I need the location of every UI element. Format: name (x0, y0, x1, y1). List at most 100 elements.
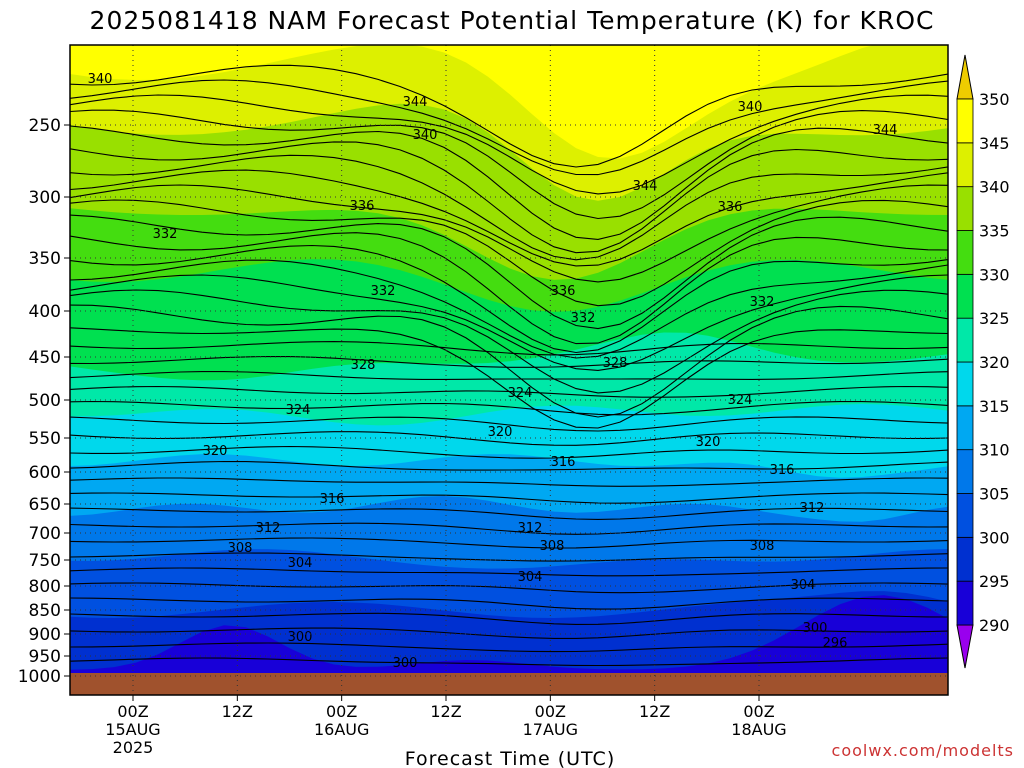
contour-line (70, 567, 948, 577)
contour-line (70, 214, 948, 330)
contour-line (70, 537, 948, 549)
contour-line (70, 141, 948, 254)
contour-label: 312 (518, 521, 543, 536)
colorbar-tick-label: 335 (979, 222, 1010, 241)
colorbar-tick-label: 330 (979, 265, 1010, 284)
colorbar-swatch (956, 580, 974, 626)
contour-line (70, 385, 948, 398)
contour-label: 304 (791, 578, 816, 593)
colorbar-tick-label: 300 (979, 528, 1010, 547)
contour-line (70, 244, 948, 354)
x-tick-label: 12Z (222, 702, 253, 721)
x-tick-label: 17AUG (523, 720, 578, 739)
contour-line (70, 109, 948, 220)
x-tick-label: 12Z (430, 702, 461, 721)
y-tick-label: 550 (29, 429, 61, 449)
contour-line (70, 184, 948, 283)
y-tick-label: 750 (29, 551, 61, 571)
colorbar-swatch (956, 98, 974, 144)
colorbar-tick-label: 315 (979, 397, 1010, 416)
color-band-11 (70, 595, 948, 695)
x-tick-label: 00Z (117, 702, 148, 721)
contour-line (70, 460, 948, 471)
colorbar-swatch (956, 449, 974, 494)
contour-line (70, 657, 948, 667)
contour-label: 336 (551, 284, 576, 299)
colorbar-tick-label: 325 (979, 309, 1010, 328)
contour-line (70, 582, 948, 594)
contour-label: 316 (320, 492, 345, 507)
contour-line (70, 79, 948, 176)
contour-line (70, 327, 948, 429)
contour-line (70, 355, 948, 368)
colorbar-swatch (956, 317, 974, 363)
colorbar-tick-label: 290 (979, 616, 1010, 635)
contour-line (70, 154, 948, 261)
colorbar-tick-label: 305 (979, 485, 1010, 504)
x-tick-label: 15AUG (105, 720, 160, 739)
contour-line (70, 64, 948, 168)
contour-line (70, 597, 948, 610)
x-tick-label: 16AUG (314, 720, 369, 739)
contour-line (70, 199, 948, 307)
colorbar-swatch (956, 361, 974, 407)
contour-line (70, 259, 948, 359)
y-tick-label: 700 (29, 524, 61, 544)
colorbar-tick-label: 295 (979, 572, 1010, 591)
contour-label: 340 (88, 72, 113, 87)
credit-text: coolwx.com/modelts (832, 741, 1014, 760)
contour-line (70, 371, 948, 380)
plot-area: 340 344 340 344 340 344 336 336 332 332 336 332 332 3… (70, 45, 948, 695)
y-tick-label: 900 (29, 625, 61, 645)
y-tick-label: 1000 (18, 667, 61, 687)
y-tick-label: 400 (29, 302, 61, 322)
y-tick-label: 950 (29, 647, 61, 667)
colorbar-arrow-high (956, 54, 974, 100)
x-tick-label: 18AUG (731, 720, 786, 739)
colorbar-swatch (956, 230, 974, 275)
contour-line (70, 94, 948, 195)
contour-line (70, 431, 948, 446)
y-tick-label: 300 (29, 188, 61, 208)
contour-label: 324 (508, 386, 533, 401)
colorbar: 290 295 300 305 310 315 320 325 330 335 340 345 350 (956, 54, 1010, 669)
contour-label: 328 (603, 356, 628, 371)
y-tick-label: 250 (29, 116, 61, 136)
colorbar-tick-label: 320 (979, 353, 1010, 372)
contour-line (70, 400, 948, 416)
contour-label: 296 (823, 636, 848, 651)
y-tick-label: 350 (29, 249, 61, 269)
contour-line (70, 304, 948, 418)
contour-line (70, 125, 948, 240)
contour-label: 300 (803, 621, 828, 636)
x-tick-label: 2025 (113, 738, 154, 757)
contour-line (70, 492, 948, 504)
contour-label: 324 (286, 403, 311, 418)
contour-label: 344 (633, 179, 658, 194)
contour-label: 340 (738, 100, 763, 115)
contour-label: 308 (228, 541, 253, 556)
x-axis-label: Forecast Time (UTC) (405, 748, 615, 768)
contour-label: 308 (540, 539, 565, 554)
plot-frame (69, 44, 949, 696)
contour-line (70, 612, 948, 625)
y-tick-label: 800 (29, 577, 61, 597)
contour-label: 316 (551, 455, 576, 470)
contour-label: 304 (518, 570, 543, 585)
y-tick-label: 500 (29, 391, 61, 411)
contour-label: 320 (696, 435, 721, 450)
contour-label: 332 (750, 295, 775, 310)
contour-label: 340 (413, 128, 438, 143)
contour-label: 344 (403, 95, 428, 110)
contour-label: 328 (351, 358, 376, 373)
colorbar-tick-label: 340 (979, 178, 1010, 197)
contour-label: 308 (750, 539, 775, 554)
colorbar-swatch (956, 142, 974, 188)
colorbar-swatch (956, 493, 974, 538)
contour-label: 300 (288, 630, 313, 645)
contour-line (70, 507, 948, 520)
contour-label: 332 (371, 284, 396, 299)
contour-label: 332 (153, 227, 178, 242)
contour-label: 300 (393, 656, 418, 671)
